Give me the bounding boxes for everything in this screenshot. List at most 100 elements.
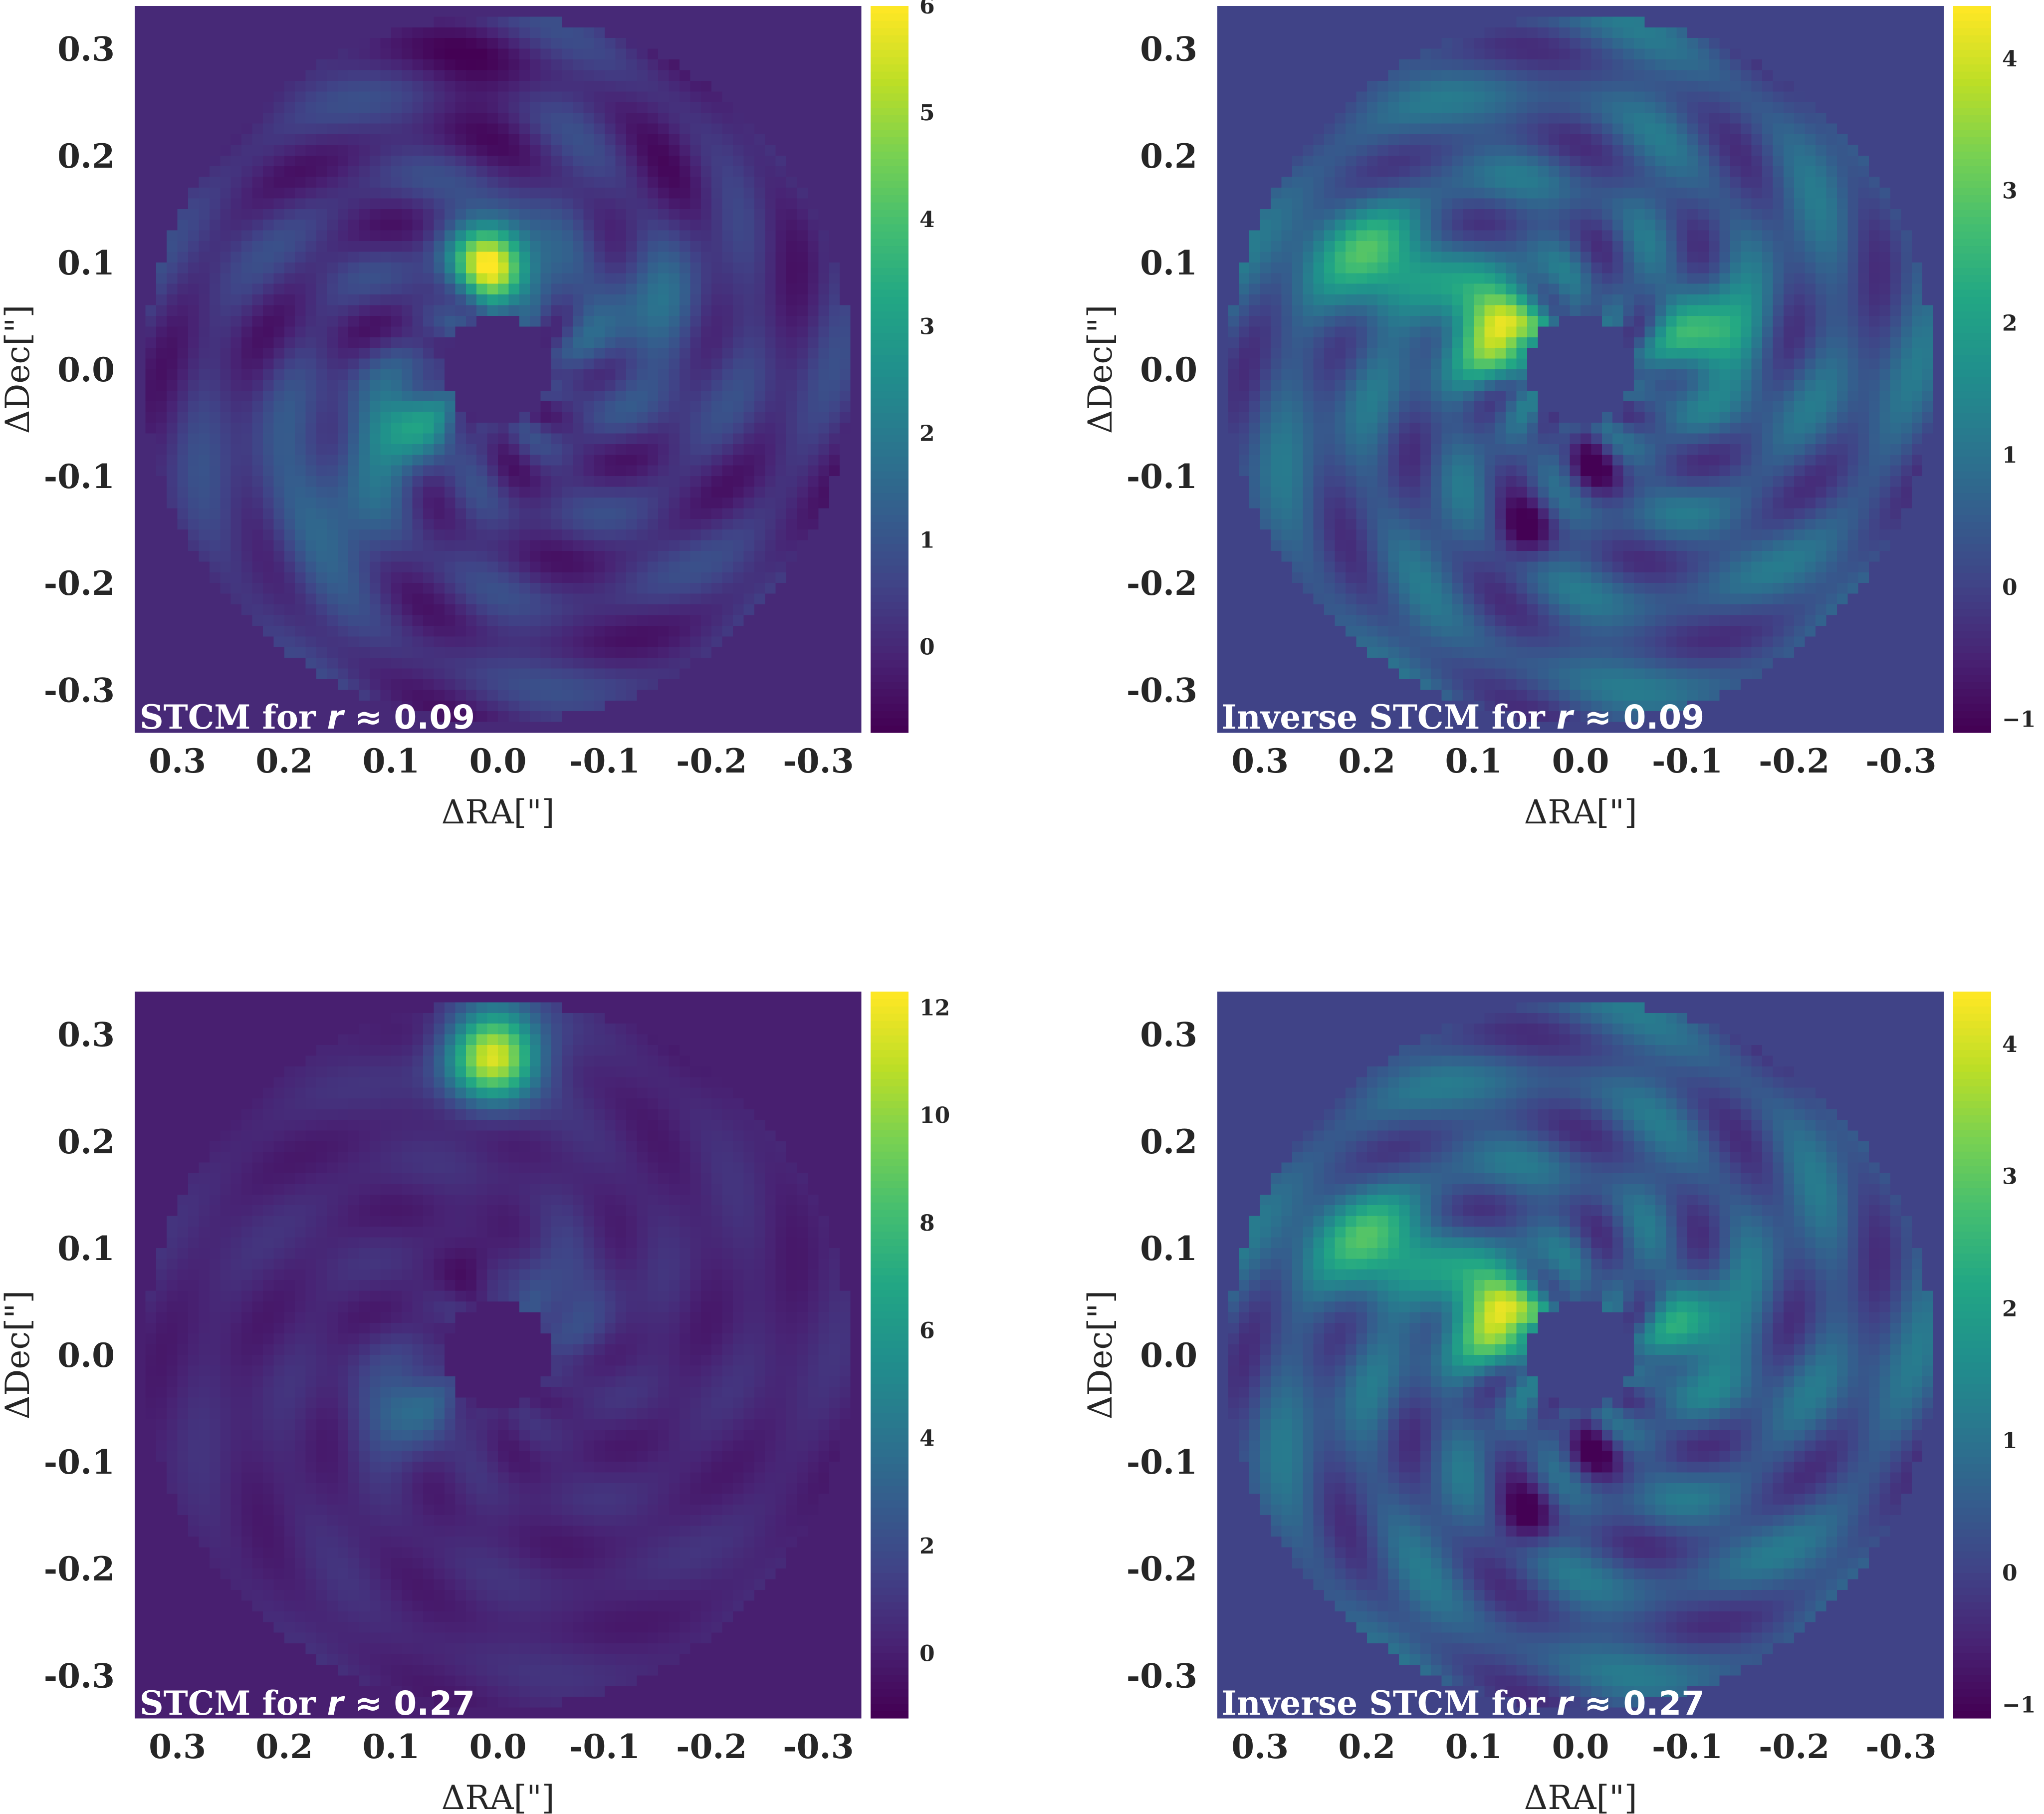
heatmap-cell xyxy=(743,348,754,359)
heatmap-cell xyxy=(797,594,808,605)
heatmap-cell xyxy=(797,102,808,113)
heatmap-cell xyxy=(626,252,637,262)
heatmap-cell xyxy=(519,412,530,423)
x-axis: 0.3 0.2 0.1 0.0 -0.1 -0.2 -0.3ΔRA["] xyxy=(149,742,854,831)
heatmap-cell xyxy=(541,262,552,273)
heatmap-cell xyxy=(455,177,466,188)
heatmap-cell xyxy=(370,81,381,92)
heatmap-cell xyxy=(701,273,712,284)
heatmap-cell xyxy=(818,423,829,434)
heatmap-cell xyxy=(487,262,498,273)
heatmap-cell xyxy=(145,466,156,477)
heatmap-cell xyxy=(466,220,477,231)
heatmap-cell xyxy=(1239,636,1250,647)
colorbar-segment xyxy=(871,398,908,406)
heatmap-cell xyxy=(616,391,627,402)
heatmap-cell xyxy=(743,6,754,17)
heatmap-cell xyxy=(829,16,840,27)
heatmap-cell xyxy=(188,647,199,658)
heatmap-cell xyxy=(551,59,562,70)
heatmap-cell xyxy=(776,455,787,466)
heatmap-cell xyxy=(648,38,659,49)
heatmap-cell xyxy=(680,198,690,209)
heatmap-cell xyxy=(626,220,637,231)
heatmap-cell xyxy=(402,401,413,412)
heatmap-cell xyxy=(551,177,562,188)
heatmap-cell xyxy=(605,59,616,70)
heatmap-cell xyxy=(380,626,391,637)
heatmap-cell xyxy=(551,102,562,113)
heatmap-cell xyxy=(188,124,199,135)
heatmap-cell xyxy=(851,487,862,498)
heatmap-cell xyxy=(797,412,808,423)
heatmap-cell xyxy=(178,326,189,337)
heatmap-cell xyxy=(252,647,263,658)
heatmap-cell xyxy=(199,337,210,348)
heatmap-cell xyxy=(306,326,317,337)
heatmap-cell xyxy=(370,262,381,273)
heatmap-cell xyxy=(765,615,776,626)
heatmap-cell xyxy=(818,508,829,519)
heatmap-cell xyxy=(583,102,594,113)
heatmap-cell xyxy=(220,348,231,359)
heatmap-cell xyxy=(701,583,712,594)
heatmap-cell xyxy=(626,722,637,733)
heatmap-cell xyxy=(498,49,509,60)
heatmap-cell xyxy=(391,604,402,615)
heatmap-cell xyxy=(380,273,391,284)
heatmap-cell xyxy=(658,529,669,540)
heatmap-cell xyxy=(765,423,776,434)
heatmap-cell xyxy=(530,626,541,637)
heatmap-cell xyxy=(541,49,552,60)
heatmap-cell xyxy=(498,529,509,540)
heatmap-cell xyxy=(733,145,744,156)
heatmap-cell xyxy=(295,572,306,583)
heatmap-cell xyxy=(306,49,317,60)
heatmap-cell xyxy=(338,177,349,188)
heatmap-cell xyxy=(1217,177,1228,188)
heatmap-cell xyxy=(455,273,466,284)
heatmap-cell xyxy=(551,412,562,423)
heatmap-cell xyxy=(306,540,317,551)
heatmap-cell xyxy=(583,529,594,540)
heatmap-cell xyxy=(626,273,637,284)
heatmap-cell xyxy=(658,444,669,455)
heatmap-cell xyxy=(145,134,156,145)
heatmap-cell xyxy=(594,220,605,231)
heatmap-cell xyxy=(188,27,199,38)
heatmap-cell xyxy=(1239,262,1250,273)
heatmap-cell xyxy=(423,166,434,177)
heatmap-cell xyxy=(156,91,167,102)
heatmap-cell xyxy=(434,252,445,262)
heatmap-cell xyxy=(551,391,562,402)
heatmap-cell xyxy=(241,49,252,60)
heatmap-cell xyxy=(231,38,242,49)
heatmap-cell xyxy=(818,466,829,477)
heatmap-cell xyxy=(530,231,541,242)
heatmap-cell xyxy=(562,337,573,348)
heatmap-cell xyxy=(765,455,776,466)
heatmap-cell xyxy=(648,669,659,680)
heatmap-cell xyxy=(551,487,562,498)
heatmap-cell xyxy=(359,508,370,519)
heatmap-cell xyxy=(508,498,519,509)
heatmap-cell xyxy=(733,220,744,231)
heatmap-cell xyxy=(530,380,541,391)
heatmap-cell xyxy=(466,273,477,284)
heatmap-cell xyxy=(754,679,765,690)
heatmap-cell xyxy=(487,145,498,156)
colorbar-segment xyxy=(871,188,908,195)
heatmap-cell xyxy=(851,498,862,509)
heatmap-cell xyxy=(220,156,231,167)
heatmap-cell xyxy=(616,583,627,594)
heatmap-cell xyxy=(210,337,221,348)
heatmap-cell xyxy=(1228,316,1239,327)
heatmap-cell xyxy=(658,231,669,242)
heatmap-cell xyxy=(605,583,616,594)
heatmap-cell xyxy=(637,647,648,658)
heatmap-cell xyxy=(754,49,765,60)
heatmap-cell xyxy=(210,466,221,477)
x-axis-label: ΔRA["] xyxy=(442,793,555,831)
heatmap-cell xyxy=(733,444,744,455)
heatmap-cell xyxy=(273,70,284,81)
